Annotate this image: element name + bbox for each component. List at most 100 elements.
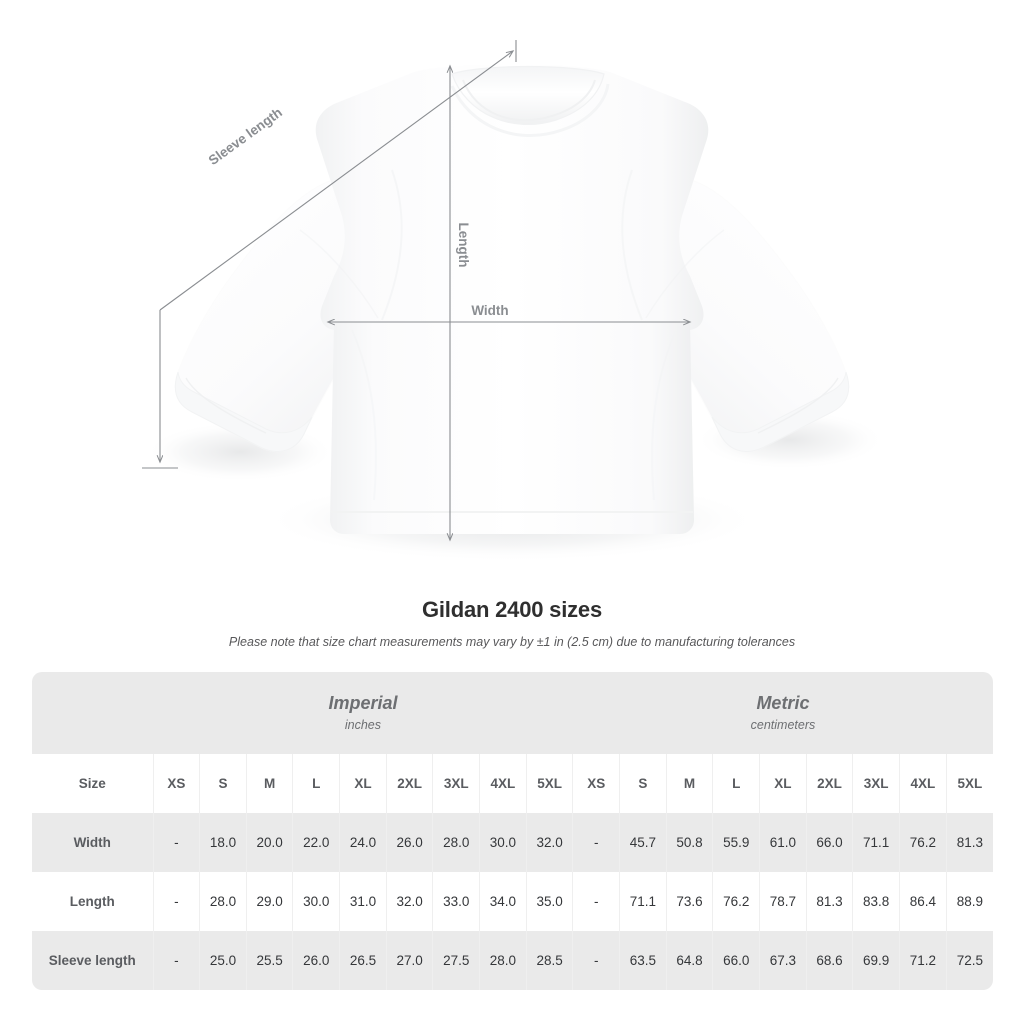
cell-width-imperial-5xl: 32.0 [525,813,573,872]
cell-width-metric-2xl: 66.0 [805,813,853,872]
cell-width-imperial-3xl: 28.0 [432,813,480,872]
cell-sleeve-metric-m: 64.8 [665,931,713,990]
cell-sleeve-imperial-2xl: 27.0 [385,931,433,990]
right-cuff [711,371,850,452]
tshirt-svg: Sleeve length Length Width [142,40,885,562]
cell-length-imperial-xs: - [152,872,200,931]
row-label-sleeve-length: Sleeve length [32,931,153,990]
cell-width-metric-s: 45.7 [619,813,667,872]
table-row-sleeve-length: Sleeve length - 25.0 25.5 26.0 26.5 27.0… [32,931,993,990]
system-cell-metric: Metric centimeters [572,672,993,754]
cell-length-imperial-4xl: 34.0 [479,872,527,931]
row-label-width: Width [32,813,153,872]
cell-sleeve-imperial-3xl: 27.5 [432,931,480,990]
cell-length-metric-s: 71.1 [619,872,667,931]
garment-illustration: Sleeve length Length Width [142,40,885,562]
header-size-metric-2xl: 2XL [805,754,853,813]
cell-length-imperial-3xl: 33.0 [432,872,480,931]
cell-width-imperial-xl: 24.0 [339,813,387,872]
measurement-lines [142,40,690,540]
page-title: Gildan 2400 sizes [421,597,603,622]
cell-sleeve-metric-l: 66.0 [712,931,760,990]
header-size-imperial-xl: XL [339,754,387,813]
cell-sleeve-metric-5xl: 72.5 [945,931,993,990]
cell-length-metric-m: 73.6 [665,872,713,931]
size-header-row: Size XS S M L XL 2XL 3XL 4XL 5XL XS S M … [32,754,993,813]
cell-sleeve-metric-2xl: 68.6 [805,931,853,990]
sleeve-length-label: Sleeve length [206,105,285,168]
shirt-body [315,64,709,330]
cell-sleeve-imperial-m: 25.5 [245,931,293,990]
cell-sleeve-imperial-l: 26.0 [292,931,340,990]
cell-length-metric-4xl: 86.4 [899,872,947,931]
size-chart-table-container: Imperial inches Metric centimeters Size … [32,672,993,990]
row-label-length: Length [32,872,153,931]
cell-length-imperial-m: 29.0 [245,872,293,931]
tolerance-note: Please note that size chart measurements… [228,635,796,649]
header-size-metric-3xl: 3XL [852,754,900,813]
system-cell-imperial: Imperial inches [153,672,573,754]
header-size-label: Size [32,754,153,813]
cell-length-imperial-s: 28.0 [199,872,247,931]
header-size-metric-xs: XS [572,754,620,813]
cell-sleeve-metric-3xl: 69.9 [852,931,900,990]
cell-sleeve-imperial-4xl: 28.0 [479,931,527,990]
cell-length-imperial-2xl: 32.0 [385,872,433,931]
cell-width-imperial-s: 18.0 [199,813,247,872]
cell-length-metric-l: 76.2 [712,872,760,931]
sleeve-length-measure [142,40,517,469]
header-size-metric-m: M [665,754,713,813]
header-size-imperial-l: L [292,754,340,813]
cell-length-metric-3xl: 83.8 [852,872,900,931]
system-name-imperial: Imperial [328,693,398,713]
table-row-width: Width - 18.0 20.0 22.0 24.0 26.0 28.0 30… [32,813,993,872]
header-size-imperial-3xl: 3XL [432,754,480,813]
cell-width-metric-5xl: 81.3 [945,813,993,872]
width-label: Width [471,303,508,318]
collar-shadow [450,83,610,137]
cell-width-metric-xl: 61.0 [759,813,807,872]
header-size-metric-s: S [619,754,667,813]
measurement-system-row: Imperial inches Metric centimeters [32,672,993,754]
cell-sleeve-metric-4xl: 71.2 [899,931,947,990]
cell-length-metric-2xl: 81.3 [805,872,853,931]
chart-heading: Gildan 2400 sizes Please note that size … [0,596,1024,650]
system-row-spacer [32,672,153,754]
collar-inner [462,79,596,122]
header-size-imperial-5xl: 5XL [525,754,573,813]
cell-length-imperial-xl: 31.0 [339,872,387,931]
cell-width-imperial-l: 22.0 [292,813,340,872]
cell-sleeve-imperial-xs: - [152,931,200,990]
cell-sleeve-metric-xl: 67.3 [759,931,807,990]
size-chart-table: Imperial inches Metric centimeters Size … [32,672,993,990]
cell-width-metric-m: 50.8 [665,813,713,872]
cell-width-metric-xs: - [572,813,620,872]
header-size-metric-5xl: 5XL [945,754,993,813]
table-row-length: Length - 28.0 29.0 30.0 31.0 32.0 33.0 3… [32,872,993,931]
cell-sleeve-metric-s: 63.5 [619,931,667,990]
cell-sleeve-imperial-5xl: 28.5 [525,931,573,990]
cell-width-metric-3xl: 71.1 [852,813,900,872]
cell-length-metric-xl: 78.7 [759,872,807,931]
cell-width-imperial-2xl: 26.0 [385,813,433,872]
header-size-metric-l: L [712,754,760,813]
cell-length-metric-5xl: 88.9 [945,872,993,931]
cell-width-imperial-m: 20.0 [245,813,293,872]
system-unit-metric: centimeters [750,718,816,732]
header-size-imperial-2xl: 2XL [385,754,433,813]
fabric-folds [299,169,725,501]
header-size-metric-4xl: 4XL [899,754,947,813]
length-label: Length [456,223,471,268]
header-size-imperial-xs: XS [152,754,200,813]
cell-width-imperial-xs: - [152,813,200,872]
cell-sleeve-metric-xs: - [572,931,620,990]
cell-length-imperial-l: 30.0 [292,872,340,931]
cell-sleeve-imperial-s: 25.0 [199,931,247,990]
cell-width-imperial-4xl: 30.0 [479,813,527,872]
cell-width-metric-4xl: 76.2 [899,813,947,872]
header-size-imperial-4xl: 4XL [479,754,527,813]
garment-body [174,64,850,534]
header-size-imperial-m: M [245,754,293,813]
system-name-metric: Metric [756,693,810,713]
header-size-metric-xl: XL [759,754,807,813]
